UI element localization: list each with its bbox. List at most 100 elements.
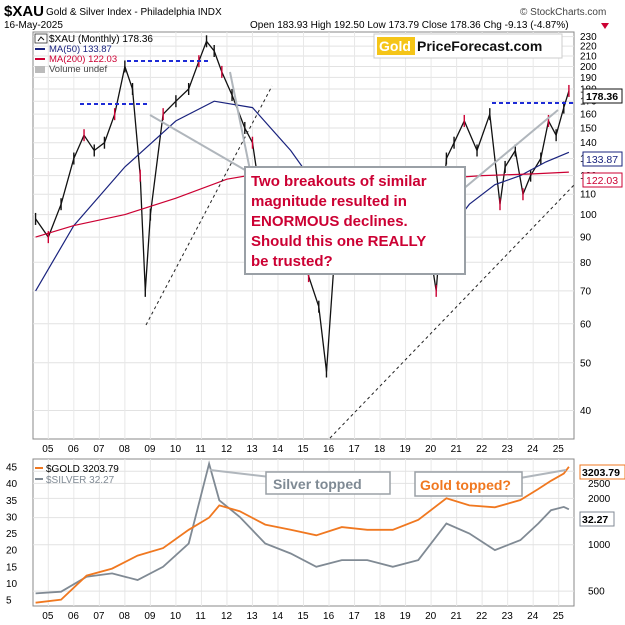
upper-x-tick: 18: [374, 444, 386, 455]
callout-pointer-2: [229, 71, 251, 171]
callout-pointer-3: [461, 109, 559, 191]
upper-x-tick: 13: [246, 444, 258, 455]
upper-x-tick: 17: [349, 444, 361, 455]
legend-ma200: MA(200) 122.03: [49, 54, 117, 65]
upper-x-tick: 09: [144, 444, 156, 455]
silver-callout-box: [265, 471, 391, 495]
price-tag-ma200: [582, 172, 623, 188]
upper-y-tick: 50: [580, 358, 592, 369]
lower-x-tick: 16: [323, 611, 335, 622]
lower-x-tick: 17: [349, 611, 361, 622]
upper-x-tick: 08: [119, 444, 131, 455]
upper-y-tick: 160: [580, 110, 597, 121]
lower-y-tick-right: 2500: [588, 479, 611, 490]
down-arrow-icon: [601, 23, 609, 29]
gold-callout-text: Gold topped?: [420, 477, 511, 493]
upper-y-tick: 40: [580, 406, 592, 417]
upper-x-tick: 05: [42, 444, 54, 455]
callout-pointer-1: [149, 114, 246, 171]
legend-silver: $SILVER 32.27: [46, 475, 115, 486]
lower-x-tick: 08: [119, 611, 131, 622]
lower-x-tick: 10: [170, 611, 182, 622]
upper-y-tick: 60: [580, 319, 592, 330]
lower-y-tick-left: 5: [6, 596, 12, 607]
upper-x-tick: 14: [272, 444, 284, 455]
upper-x-tick: 22: [476, 444, 488, 455]
lower-x-tick: 21: [451, 611, 463, 622]
upper-x-tick: 25: [553, 444, 565, 455]
upper-y-tick: 200: [580, 62, 597, 73]
lower-legend: $GOLD 3203.79 $SILVER 32.27: [35, 464, 119, 486]
ohlc-readout: Open 183.93 High 192.50 Low 173.79 Close…: [250, 20, 569, 31]
callout-box: [244, 166, 466, 275]
watermark-gold: Gold: [379, 38, 411, 54]
upper-x-tick: 24: [527, 444, 539, 455]
price-tag-ma50: [582, 151, 623, 167]
upper-y-tick: 220: [580, 42, 597, 53]
lower-y-tick-left: 45: [6, 463, 18, 474]
lower-price-tags: 3203.79 32.27: [579, 464, 625, 527]
lower-x-tick: 23: [502, 611, 514, 622]
upper-y-tick: 230: [580, 32, 597, 43]
lower-x-tick: 18: [374, 611, 386, 622]
upper-x-tick: 15: [298, 444, 310, 455]
lower-x-tick: 15: [298, 611, 310, 622]
upper-x-tick: 11: [195, 444, 206, 455]
lower-x-tick: 14: [272, 611, 284, 622]
silver-price-tag-text: 32.27: [582, 514, 608, 526]
legend-volume: Volume undef: [49, 64, 107, 75]
lower-x-tick: 20: [425, 611, 437, 622]
volume-legend-swatch: [35, 66, 45, 73]
upper-x-axis: 05 06 07 08 09 10 11 12 13 14 15 16 17 18 19 20 21 22 23 24…: [42, 444, 564, 455]
upper-y-tick: 80: [580, 258, 592, 269]
upper-x-tick: 16: [323, 444, 335, 455]
series-line-gold: [35, 466, 570, 604]
lower-x-tick: 22: [476, 611, 488, 622]
upper-legend: $XAU (Monthly) 178.36 MA(50) 133.87 MA(2…: [34, 33, 153, 75]
lower-y-tick-left: 40: [6, 479, 18, 490]
lower-y-tick-right: 2000: [588, 494, 611, 505]
gold-callout-pointer: [519, 469, 567, 479]
upper-x-tick: 07: [93, 444, 105, 455]
lower-y-tick-left: 35: [6, 496, 18, 507]
upper-x-tick: 21: [451, 444, 463, 455]
lower-x-tick: 19: [400, 611, 412, 622]
chart-description: Gold & Silver Index - Philadelphia INDX: [46, 7, 222, 18]
lower-y-tick-left: 20: [6, 546, 18, 557]
upper-y-tick: 90: [580, 233, 592, 244]
upper-x-tick: 20: [425, 444, 437, 455]
price-tag-close: [582, 88, 623, 104]
lower-x-tick: 24: [527, 611, 539, 622]
lower-y-tick-left: 15: [6, 562, 18, 573]
upper-y-tick: 190: [580, 73, 597, 84]
silver-callout-text: Silver topped: [273, 476, 362, 492]
lower-y-tick-right: 1000: [588, 540, 611, 551]
upper-y-tick: 210: [580, 52, 597, 63]
lower-x-tick: 25: [553, 611, 565, 622]
lower-series: [35, 460, 570, 604]
price-tag-ma50-text: 133.87: [586, 154, 618, 166]
price-tag-ma200-text: 122.03: [586, 175, 618, 187]
silver-price-tag: [579, 511, 615, 527]
gold-callout-box: [414, 471, 523, 497]
lower-x-axis: 05 06 07 08 09 10 11 12 13 14 15 16 17 18 19 20 21 22 23 24…: [42, 611, 564, 622]
callout-text: Two breakouts of similar magnitude resul…: [251, 173, 431, 270]
symbol-title: $XAU: [4, 3, 44, 20]
lower-x-tick: 09: [144, 611, 156, 622]
lower-x-tick: 12: [221, 611, 233, 622]
upper-y-tick: 70: [580, 286, 592, 297]
upper-x-tick: 12: [221, 444, 233, 455]
lower-y-tick-left: 30: [6, 512, 18, 523]
legend-price: $XAU (Monthly) 178.36: [49, 34, 153, 45]
chart-date: 16-May-2025: [4, 20, 63, 31]
upper-x-tick: 23: [502, 444, 514, 455]
lower-y-tick-left: 25: [6, 529, 18, 540]
legend-ma50: MA(50) 133.87: [49, 44, 112, 55]
support-trendline-2016: [329, 184, 575, 439]
lower-y-tick-right: 500: [588, 587, 605, 598]
brand-label: © StockCharts.com: [520, 7, 606, 18]
upper-x-tick: 10: [170, 444, 182, 455]
upper-y-tick: 110: [580, 190, 596, 201]
price-tag-close-text: 178.36: [586, 91, 618, 103]
upper-x-tick: 06: [68, 444, 80, 455]
